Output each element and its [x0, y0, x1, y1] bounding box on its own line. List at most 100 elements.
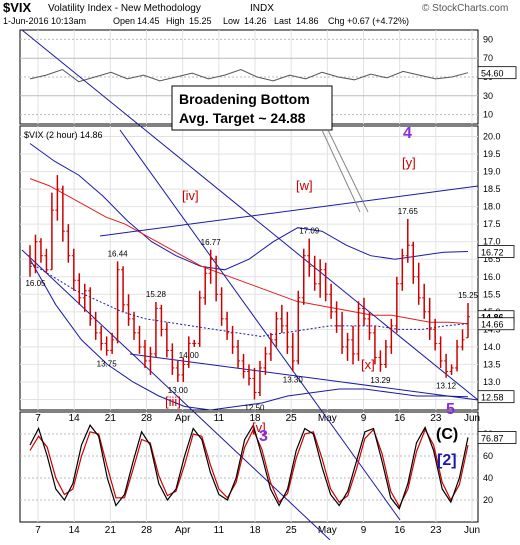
oscillator-fast-line [29, 423, 469, 511]
x-tick-label: 7 [35, 413, 41, 424]
open-value: 14.45 [137, 16, 160, 26]
descending-channel-line-upper [21, 29, 479, 401]
low-value: 14.26 [244, 16, 267, 26]
right-value-box [477, 317, 515, 331]
x-tick-label-bottom: 21 [105, 525, 117, 536]
price-point-label: 16.05 [25, 279, 46, 288]
price-point-label: 13.75 [97, 360, 118, 369]
y-tick-label: 19.0 [483, 167, 501, 177]
rsi-last-value: 54.60 [481, 69, 504, 79]
copyright: © StockCharts.com [422, 3, 508, 14]
right-value-label: 16.72 [481, 248, 504, 258]
wave-5-label: 5 [446, 401, 455, 418]
x-tick-label: 11 [214, 413, 225, 424]
x-tick-label: 25 [286, 413, 298, 424]
y-tick-label: 15.5 [483, 289, 501, 299]
exchange: INDX [250, 3, 274, 14]
wave-iv-label: [iv] [182, 188, 199, 203]
wave-3-label: 3 [259, 428, 268, 445]
x-tick-label: Jun [464, 413, 480, 424]
y-tick-label: 16.5 [483, 254, 501, 264]
x-tick-label: 18 [249, 413, 261, 424]
x-tick-label-bottom: 9 [361, 525, 367, 536]
price-point-label: 15.28 [146, 290, 167, 299]
x-tick-label: Apr [175, 413, 191, 424]
last-label: Last [274, 16, 292, 26]
price-point-label: 13.30 [283, 375, 304, 384]
y-tick-label: 13.0 [483, 377, 501, 387]
last-value: 14.86 [296, 16, 319, 26]
osc-last-value-box [477, 431, 517, 444]
x-tick-label-bottom: 18 [249, 525, 261, 536]
x-tick-label: 28 [141, 413, 153, 424]
price-point-label: 16.77 [201, 238, 222, 247]
osc-tick-label: 40 [483, 473, 493, 483]
right-value-label: 12.58 [481, 393, 504, 403]
annotations-layer: 54.6016.0516.4416.7715.2814.0013.7513.00… [25, 66, 517, 444]
chg-label: Chg [328, 16, 345, 26]
oscillator-panel-frame [19, 411, 479, 523]
chg-value: +0.67 (+4.72%) [347, 16, 409, 26]
wave-w-label: [w] [296, 178, 313, 193]
open-label: Open [113, 16, 135, 26]
x-tick-label-bottom: 23 [430, 525, 442, 536]
broadening-top-line [99, 185, 479, 237]
x-tick-label: 16 [394, 413, 406, 424]
y-tick-label: 17.0 [483, 237, 501, 247]
x-tick-label-bottom: 16 [394, 525, 406, 536]
price-point-label: 13.00 [168, 386, 189, 395]
y-tick-label: 19.5 [483, 149, 501, 159]
index-name: Volatility Index - New Methodology [48, 3, 201, 14]
rsi-tick-label: 90 [483, 34, 493, 44]
rsi-series-line [29, 68, 469, 83]
rsi-tick-label: 70 [483, 53, 493, 63]
x-tick-label-bottom: May [318, 525, 337, 536]
long-descending-line [119, 129, 401, 521]
price-point-label: 12.50 [244, 403, 265, 412]
grid-layer: 77141421212828AprApr111118182525MayMay99… [20, 30, 501, 536]
y-tick-label: 18.5 [483, 184, 501, 194]
x-tick-label-bottom: 14 [69, 525, 81, 536]
rsi-tick-label: 10 [483, 110, 493, 120]
x-tick-label-bottom: 25 [286, 525, 298, 536]
price-point-label: 13.29 [370, 376, 391, 385]
low-label: Low [223, 16, 240, 26]
wave-x-label: [x] [361, 357, 375, 372]
right-value-box [477, 390, 515, 404]
wave-4-label: 4 [403, 125, 412, 142]
x-tick-label: 23 [430, 413, 442, 424]
callout-line1: Broadening Bottom [179, 91, 310, 107]
high-value: 15.25 [189, 16, 212, 26]
price-point-label: 16.44 [108, 249, 129, 258]
x-tick-label: 9 [361, 413, 367, 424]
wave-2-label: [2] [437, 452, 457, 469]
datetime: 1-Jun-2016 10:13am [3, 16, 86, 26]
x-tick-label-bottom: Apr [175, 525, 191, 536]
y-tick-label: 17.5 [483, 219, 501, 229]
price-point-label: 17.09 [299, 227, 320, 236]
y-tick-label: 16.0 [483, 272, 501, 282]
symbol: $VIX [3, 0, 32, 15]
upper-band-line [29, 143, 469, 271]
lower-band-line [29, 258, 469, 411]
x-tick-label-bottom: Jun [464, 525, 480, 536]
right-value-box [477, 245, 515, 258]
callout-box [171, 85, 333, 131]
descending-channel-line-lower [21, 249, 331, 541]
price-point-label: 13.12 [436, 382, 457, 391]
x-tick-label-bottom: 11 [214, 525, 225, 536]
osc-tick-label: 20 [483, 495, 493, 505]
y-tick-label: 14.0 [483, 342, 501, 352]
y-tick-label: 13.5 [483, 359, 501, 369]
ma-50-line [29, 178, 469, 325]
wave-v-label: [v] [252, 420, 266, 435]
indicators-layer [21, 29, 479, 541]
ma-20-line [29, 262, 469, 337]
broadening-bottom-line [129, 353, 479, 401]
wave-C-label: (C) [436, 426, 458, 443]
price-bars-layer [28, 175, 470, 400]
x-tick-label: 21 [105, 413, 117, 424]
wave-y-label: [y] [402, 155, 416, 170]
